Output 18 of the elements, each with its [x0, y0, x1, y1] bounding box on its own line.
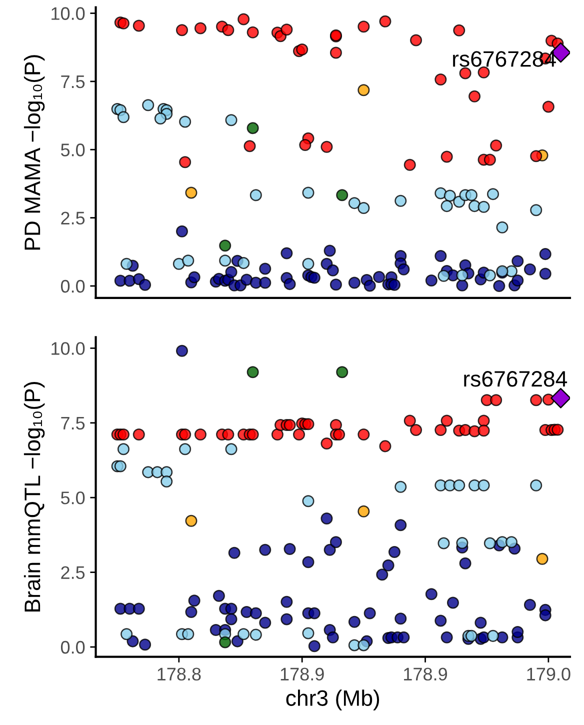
y-tick-label: 5.0 [60, 492, 85, 504]
x-tick-label: 179.0 [527, 668, 570, 681]
y-tick-label: 2.5 [61, 566, 85, 580]
x-tick-label: 178.9 [280, 668, 324, 681]
y-tick-label: 2.5 [61, 212, 85, 225]
y-tick-label: 7.5 [61, 417, 85, 430]
y-tick-label: 10.0 [52, 7, 85, 20]
y-tick-label: 7.5 [61, 76, 85, 88]
annotation: rs6767284 [464, 371, 568, 387]
y-tick-label: 0.0 [60, 640, 85, 654]
y-tick-label: 0.0 [60, 280, 85, 293]
x-tick-label: 178.9 [404, 668, 447, 681]
x-tick-label: 178.8 [158, 668, 201, 681]
y-axis-title: Brain mmQTL −log₁₀(P) [24, 382, 45, 612]
y-tick-label: 10.0 [52, 342, 85, 355]
y-axis-title: PD MAMA −log₁₀(P) [24, 55, 45, 250]
x-axis-title: chr3 (Mb) [286, 690, 380, 710]
y-tick-label: 5.0 [60, 144, 85, 156]
